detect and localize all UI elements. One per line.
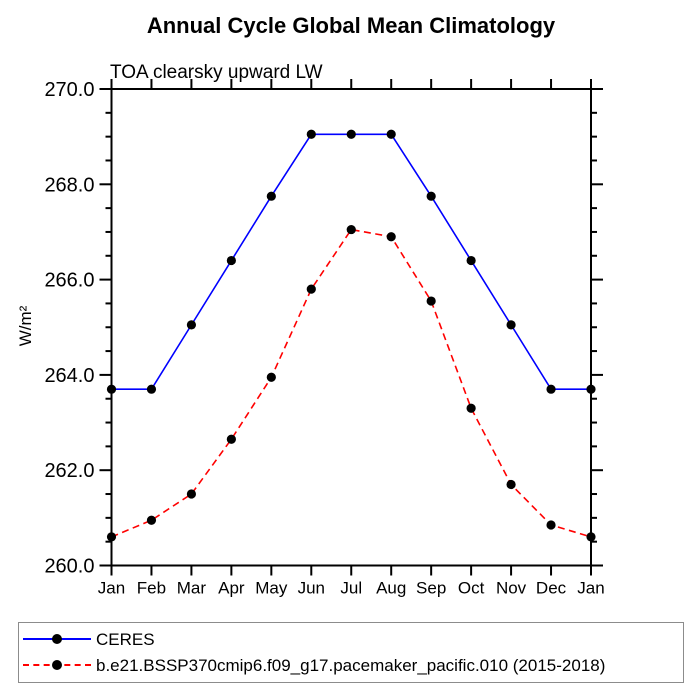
data-point-marker — [146, 384, 157, 394]
x-tick-label: Dec — [536, 579, 567, 598]
axis-frame — [110, 88, 592, 567]
series-model — [106, 224, 596, 542]
data-point-marker — [426, 191, 436, 201]
data-point-marker — [146, 515, 157, 525]
legend-marker-dot-icon — [52, 634, 62, 644]
data-point-marker — [466, 403, 476, 413]
data-point-marker — [426, 296, 436, 306]
legend-line-sample-solid — [23, 634, 91, 645]
data-point-marker — [266, 191, 276, 201]
data-point-marker — [506, 320, 516, 330]
x-tick-label: Oct — [458, 579, 485, 598]
x-tick-labels: Jan Feb Mar Apr May Jun Jul Aug Sep Oct Nov Dec Jan — [98, 579, 605, 598]
y-tick-label: 264.0 — [44, 365, 94, 387]
data-point-marker — [386, 129, 396, 139]
legend-marker-dot-icon — [52, 660, 62, 670]
x-tick-label: Mar — [177, 579, 207, 598]
x-tick-label: Nov — [496, 579, 527, 598]
x-tick-label: Jan — [98, 579, 125, 598]
y-tick-label: 268.0 — [44, 174, 94, 196]
y-tick-label: 260.0 — [44, 556, 94, 578]
data-point-marker — [586, 384, 596, 394]
legend-item-model: b.e21.BSSP370cmip6.f09_g17.pacemaker_pac… — [23, 655, 683, 677]
data-point-marker — [466, 255, 476, 266]
data-point-marker — [106, 532, 117, 542]
data-point-marker — [346, 129, 356, 139]
x-axis-ticks — [110, 79, 592, 576]
x-tick-label: Aug — [376, 579, 406, 598]
legend-item-ceres: CERES — [23, 629, 683, 651]
y-tick-labels: 260.0 262.0 264.0 266.0 268.0 270.0 — [44, 79, 94, 578]
chart-subtitle: TOA clearsky upward LW — [110, 62, 323, 83]
data-point-marker — [226, 255, 236, 266]
data-point-marker — [506, 479, 516, 490]
x-tick-label: Feb — [137, 579, 166, 598]
y-tick-label: 270.0 — [44, 79, 94, 101]
data-point-marker — [226, 434, 236, 444]
legend-box: CERES b.e21.BSSP370cmip6.f09_g17.pacemak… — [18, 622, 684, 683]
data-point-marker — [306, 284, 316, 294]
data-point-marker — [106, 384, 117, 394]
data-point-marker — [186, 320, 197, 330]
chart-title: Annual Cycle Global Mean Climatology — [146, 13, 556, 38]
data-point-marker — [546, 520, 556, 530]
y-tick-label: 266.0 — [44, 270, 94, 292]
y-axis-ticks — [99, 88, 603, 567]
data-point-marker — [346, 224, 356, 235]
y-tick-label: 262.0 — [44, 460, 94, 482]
data-point-marker — [266, 372, 276, 382]
x-tick-label: Sep — [416, 579, 446, 598]
series-line — [111, 228, 592, 538]
data-point-marker — [546, 384, 556, 394]
legend-label-model: b.e21.BSSP370cmip6.f09_g17.pacemaker_pac… — [96, 655, 606, 675]
series-ceres — [106, 129, 596, 394]
legend-line-sample-dashed — [23, 660, 91, 671]
data-point-marker — [586, 532, 596, 542]
x-tick-label: Jun — [298, 579, 325, 598]
x-tick-label: May — [255, 579, 288, 598]
legend-label-ceres: CERES — [96, 629, 155, 649]
x-tick-label: Jan — [577, 579, 604, 598]
data-point-marker — [386, 232, 396, 242]
x-tick-label: Jul — [340, 579, 362, 598]
series-line — [111, 133, 591, 390]
data-point-marker — [186, 489, 197, 499]
x-tick-label: Apr — [218, 579, 245, 598]
data-point-marker — [306, 129, 316, 139]
